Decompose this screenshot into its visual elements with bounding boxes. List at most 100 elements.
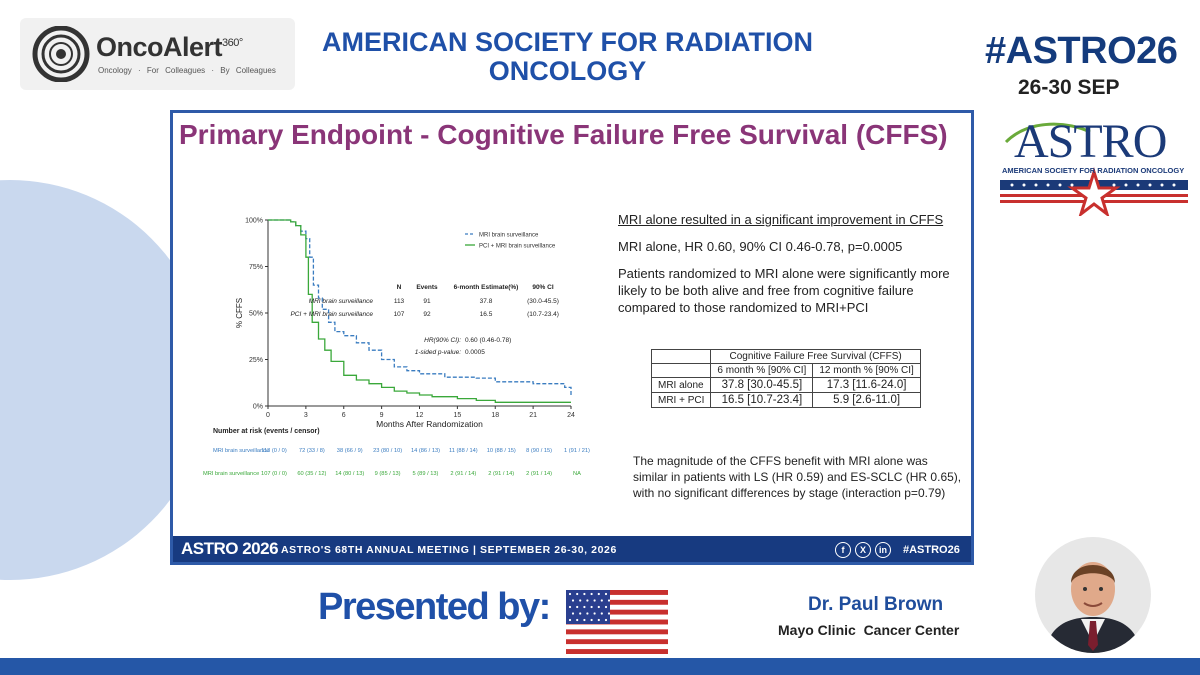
x-tick-label: 18	[491, 412, 499, 419]
astro-logo-graphic	[1000, 122, 1188, 216]
stats-cell: 91	[423, 298, 431, 305]
finding-headline: MRI alone resulted in a significant impr…	[618, 212, 944, 227]
table-cell: 5.9 [2.6-11.0]	[812, 392, 921, 408]
table-header-12mo: 12 month % [90% CI]	[812, 363, 921, 378]
stats-cell: 92	[423, 311, 431, 318]
table-cell: 37.8 [30.0-45.5]	[710, 377, 814, 393]
conference-hashtag: #ASTRO26	[985, 30, 1178, 72]
x-tick-label: 24	[567, 412, 575, 419]
bottom-bar	[0, 658, 1200, 675]
presentation-slide: Primary Endpoint - Cognitive Failure Fre…	[170, 110, 974, 565]
risk-cell: 5 (89 / 13)	[413, 471, 439, 477]
x-tick-label: 6	[342, 412, 346, 419]
slide-findings: MRI alone resulted in a significant impr…	[618, 211, 958, 326]
table-title: Cognitive Failure Free Survival (CFFS)	[710, 349, 921, 364]
risk-cell: 14 (86 / 13)	[411, 448, 440, 454]
table-row-label: MRI alone	[650, 377, 712, 393]
p-value: 0.0005	[465, 349, 485, 356]
finding-likelihood: Patients randomized to MRI alone were si…	[618, 266, 950, 315]
stats-cell: (10.7-23.4)	[527, 311, 559, 318]
x-tick-label: 21	[529, 412, 537, 419]
risk-cell: 10 (88 / 15)	[487, 448, 516, 454]
hr-label: HR(90% CI):	[424, 337, 461, 344]
stats-cell: 37.8	[480, 298, 493, 305]
oncoalert-tagline: Oncology · For Colleagues · By Colleague…	[98, 66, 276, 75]
stats-cell: MRI brain surveillance	[309, 298, 374, 305]
society-title: AMERICAN SOCIETY FOR RADIATION ONCOLOGY	[321, 27, 813, 86]
x-icon: X	[855, 542, 871, 558]
y-axis-label: % CFFS	[235, 298, 244, 328]
y-tick-label: 0%	[253, 404, 263, 411]
stats-header: 6-month Estimate(%)	[454, 284, 519, 291]
risk-row-label: PCI + MRI brain surveillance	[203, 471, 259, 477]
stats-header: 90% CI	[532, 284, 554, 291]
table-row: MRI alone 37.8 [30.0-45.5] 17.3 [11.6-24…	[650, 377, 921, 393]
table-cell	[650, 363, 712, 378]
risk-table-title: Number at risk (events / censor)	[213, 428, 320, 435]
banner-hashtag: #ASTRO26	[903, 544, 960, 556]
risk-cell: 2 (91 / 14)	[526, 471, 552, 477]
km-chart-svg: 0% 25% 50% 75% 100% 0 3 6 9 12 15 18 21 24 Months Afte…	[187, 218, 590, 478]
y-tick-label: 75%	[249, 264, 263, 271]
risk-cell: 2 (91 / 14)	[488, 471, 514, 477]
risk-cell: 2 (91 / 14)	[450, 471, 476, 477]
series-line-pci	[268, 219, 571, 403]
banner-social-icons: f X in	[835, 542, 891, 558]
x-axis-label: Months After Randomization	[376, 419, 483, 429]
legend-label: MRI brain surveillance	[479, 233, 539, 239]
banner-logo: ASTRO 2026	[181, 539, 279, 558]
risk-cell: 8 (90 / 15)	[526, 448, 552, 454]
linkedin-icon: in	[875, 542, 891, 558]
stats-cell: (30.0-45.5)	[527, 298, 559, 305]
astro-logo-subtitle: AMERICAN SOCIETY FOR RADIATION ONCOLOGY	[1002, 166, 1185, 175]
legend-label: PCI + MRI brain surveillance	[479, 244, 556, 250]
oncoalert-wordmark: OncoAlert360°	[96, 32, 243, 62]
avatar-illustration	[1035, 537, 1151, 653]
x-tick-label: 3	[304, 412, 308, 419]
x-tick-label: 12	[416, 412, 424, 419]
risk-cell: 107 (0 / 0)	[261, 471, 287, 477]
stats-cell: PCI + MRI brain surveillance	[290, 311, 373, 318]
finding-magnitude: The magnitude of the CFFS benefit with M…	[633, 454, 962, 500]
table-cell	[650, 349, 712, 364]
table-row-label: MRI + PCI	[650, 392, 712, 408]
km-chart: 0% 25% 50% 75% 100% 0 3 6 9 12 15 18 21 24 Months Afte…	[187, 208, 613, 562]
hr-value: 0.60 (0.46-0.78)	[465, 337, 511, 344]
slide-title: Primary Endpoint - Cognitive Failure Fre…	[179, 119, 948, 150]
x-tick-label: 9	[380, 412, 384, 419]
risk-cell: 23 (80 / 10)	[373, 448, 402, 454]
table-header-6mo: 6 month % [90% CI]	[710, 363, 814, 378]
risk-cell: 60 (35 / 12)	[297, 471, 326, 477]
banner-text: ASTRO'S 68TH ANNUAL MEETING | SEPTEMBER …	[281, 544, 617, 556]
presented-by: Presented by:	[318, 586, 551, 628]
table-row: MRI + PCI 16.5 [10.7-23.4] 5.9 [2.6-11.0…	[650, 392, 921, 408]
y-tick-label: 25%	[249, 357, 263, 364]
table-row: 6 month % [90% CI] 12 month % [90% CI]	[650, 363, 921, 378]
stats-cell: 107	[394, 311, 405, 318]
x-tick-label: 15	[453, 412, 461, 419]
presenter-institution: Mayo Clinic Cancer Center	[778, 622, 960, 638]
astro-logo-word: ASTRO	[1014, 115, 1167, 168]
conference-dates: 26-30 SEP	[1018, 76, 1120, 99]
y-tick-label: 50%	[249, 311, 263, 318]
risk-cell: 38 (66 / 9)	[337, 448, 363, 454]
p-label: 1-sided p-value:	[415, 349, 461, 356]
risk-row-label: MRI brain surveillance	[213, 448, 269, 454]
stats-cell: 16.5	[480, 311, 493, 318]
risk-cell: 72 (33 / 8)	[299, 448, 325, 454]
risk-cell: 11 (88 / 14)	[449, 448, 478, 454]
oncoalert-ring-icon	[32, 26, 90, 82]
risk-cell: NA	[573, 471, 581, 477]
y-tick-label: 100%	[245, 218, 263, 225]
presenter-avatar	[1035, 537, 1151, 653]
risk-cell: 113 (0 / 0)	[261, 448, 287, 454]
facebook-icon: f	[835, 542, 851, 558]
x-tick-label: 0	[266, 412, 270, 419]
risk-cell: 9 (85 / 13)	[375, 471, 401, 477]
cffs-table: Cognitive Failure Free Survival (CFFS) 6…	[650, 349, 921, 408]
astro-logo: ASTRO AMERICAN SOCIETY FOR RADIATION ONC…	[1000, 112, 1188, 216]
us-flag-icon	[566, 590, 668, 654]
table-cell: 17.3 [11.6-24.0]	[812, 377, 921, 393]
table-row: Cognitive Failure Free Survival (CFFS)	[650, 349, 921, 364]
